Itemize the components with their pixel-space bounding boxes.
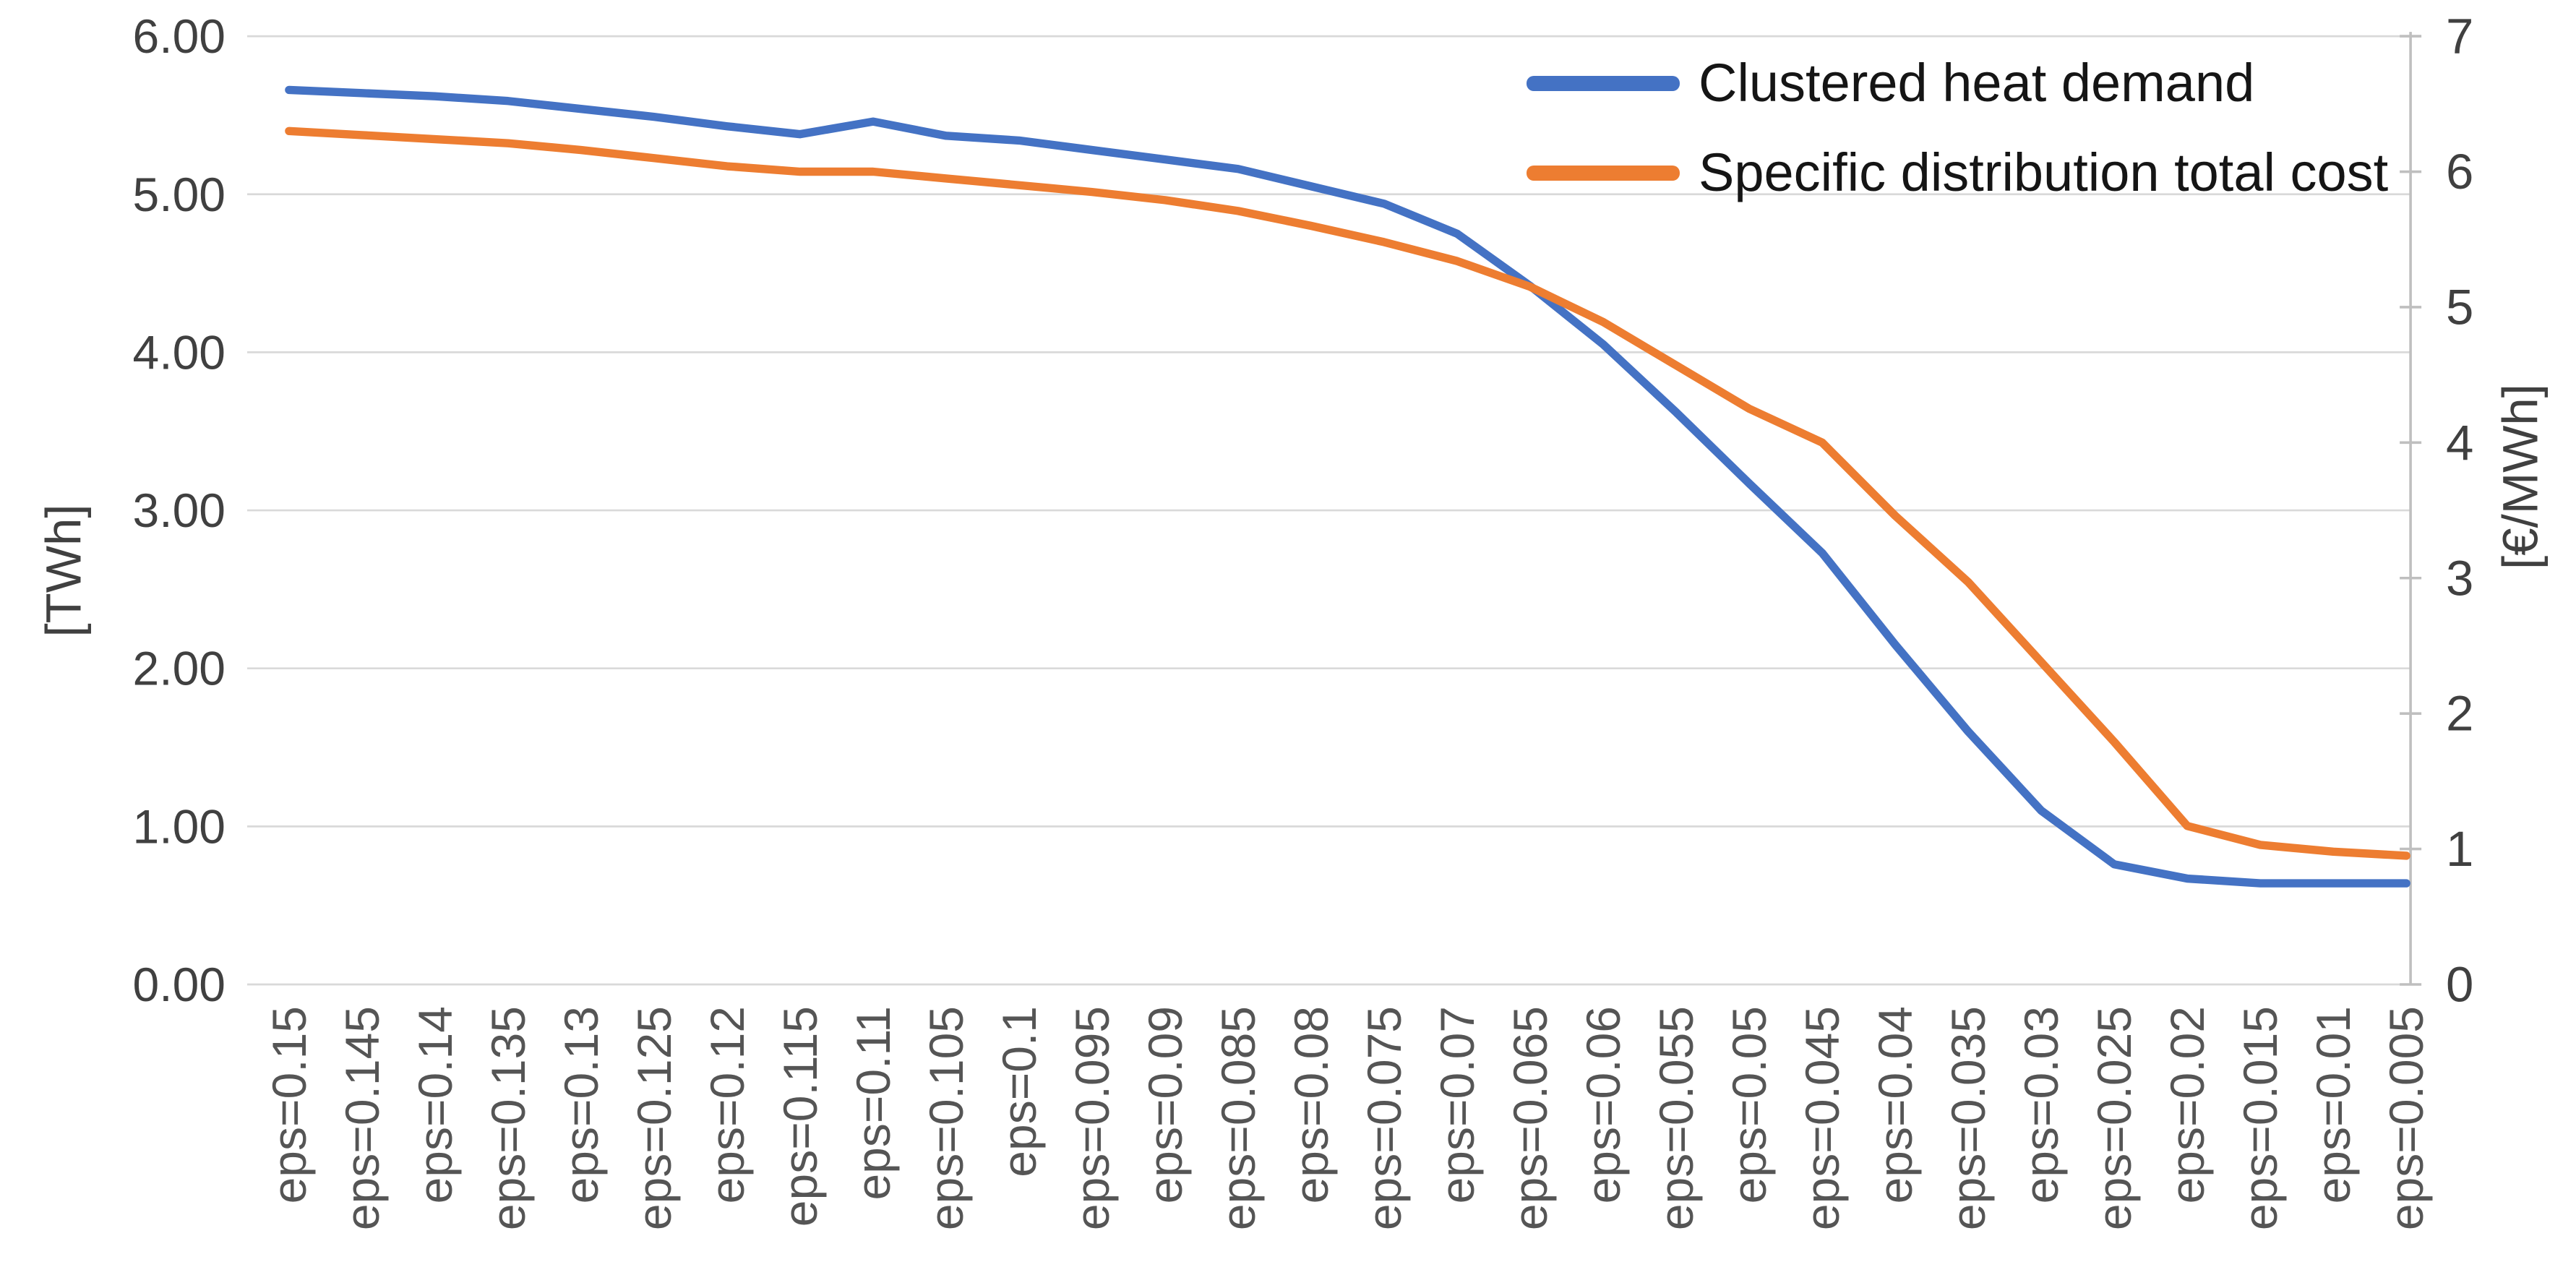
x-tick-label: eps=0.07 [1430,1006,1484,1203]
x-tick-label: eps=0.085 [1211,1006,1265,1230]
y-left-tick-label: 4.00 [133,325,226,379]
x-tick-label: eps=0.05 [1722,1006,1776,1203]
x-tick-label: eps=0.14 [408,1006,462,1203]
legend-label: Clustered heat demand [1699,53,2255,113]
x-tick-label: eps=0.09 [1138,1006,1192,1203]
y-left-tick-label: 2.00 [133,642,226,695]
x-tick-label: eps=0.02 [2160,1006,2214,1203]
y-left-tick-label: 6.00 [133,9,226,63]
y-left-tick-label: 0.00 [133,958,226,1011]
series-line-specific-distribution-total-cost [285,126,2410,860]
x-tick-label: eps=0.04 [1868,1006,1922,1203]
legend-item-clustered-heat-demand: Clustered heat demand [1527,56,2388,110]
legend-label: Specific distribution total cost [1699,142,2389,202]
y-left-tick-label: 1.00 [133,799,226,853]
x-tick-label: eps=0.08 [1284,1006,1338,1203]
legend-swatch-blue-line [1527,75,1680,91]
y-right-tick-label: 0 [2446,957,2473,1013]
x-tick-label: eps=0.01 [2306,1006,2360,1203]
legend-swatch-orange-line [1527,165,1680,181]
legend: Clustered heat demand Specific distribut… [1527,56,2388,199]
y-right-tick-labels: 0 1 2 3 4 5 6 7 [2446,9,2473,1013]
x-tick-label: eps=0.11 [846,1006,900,1201]
y-left-axis-title: [TWh] [35,504,92,638]
x-tick-label: eps=0.105 [919,1006,973,1230]
x-tick-label: eps=0.005 [2379,1006,2433,1230]
y-right-tick-label: 1 [2446,821,2473,877]
y-left-tick-label: 3.00 [133,484,226,537]
x-tick-label: eps=0.045 [1795,1006,1849,1230]
series-line-clustered-heat-demand [285,85,2410,888]
x-tick-label: eps=0.055 [1649,1006,1703,1230]
x-tick-label: eps=0.135 [481,1006,535,1230]
y-left-tick-label: 5.00 [133,168,226,221]
x-tick-label: eps=0.015 [2233,1006,2287,1230]
y-right-tick-label: 5 [2446,279,2473,335]
x-tick-label: eps=0.075 [1357,1006,1411,1230]
x-tick-label: eps=0.13 [554,1006,608,1203]
right-axis-ticks [2400,35,2422,986]
legend-item-specific-distribution-total-cost: Specific distribution total cost [1527,146,2388,199]
x-tick-label: eps=0.1 [992,1006,1046,1177]
y-right-axis-title: [€/MWh] [2492,384,2549,570]
x-tick-labels: eps=0.15 eps=0.145 eps=0.14 eps=0.135 eps=0.… [262,1006,2433,1230]
x-tick-label: eps=0.115 [773,1006,827,1227]
x-tick-label: eps=0.15 [262,1006,316,1203]
x-tick-label: eps=0.025 [2087,1006,2141,1230]
x-tick-label: eps=0.12 [700,1006,754,1203]
x-tick-label: eps=0.035 [1941,1006,1995,1230]
x-tick-label: eps=0.095 [1065,1006,1119,1230]
y-right-tick-label: 3 [2446,550,2473,606]
y-left-tick-labels: 0.00 1.00 2.00 3.00 4.00 5.00 6.00 [133,9,226,1011]
y-right-tick-label: 6 [2446,144,2473,199]
x-tick-label: eps=0.06 [1576,1006,1630,1203]
y-right-tick-label: 2 [2446,686,2473,742]
x-tick-label: eps=0.03 [2014,1006,2068,1203]
x-tick-label: eps=0.065 [1503,1006,1557,1230]
y-right-tick-label: 7 [2446,9,2473,64]
x-tick-label: eps=0.145 [335,1006,389,1230]
y-right-tick-label: 4 [2446,415,2473,471]
x-tick-label: eps=0.125 [627,1006,681,1230]
